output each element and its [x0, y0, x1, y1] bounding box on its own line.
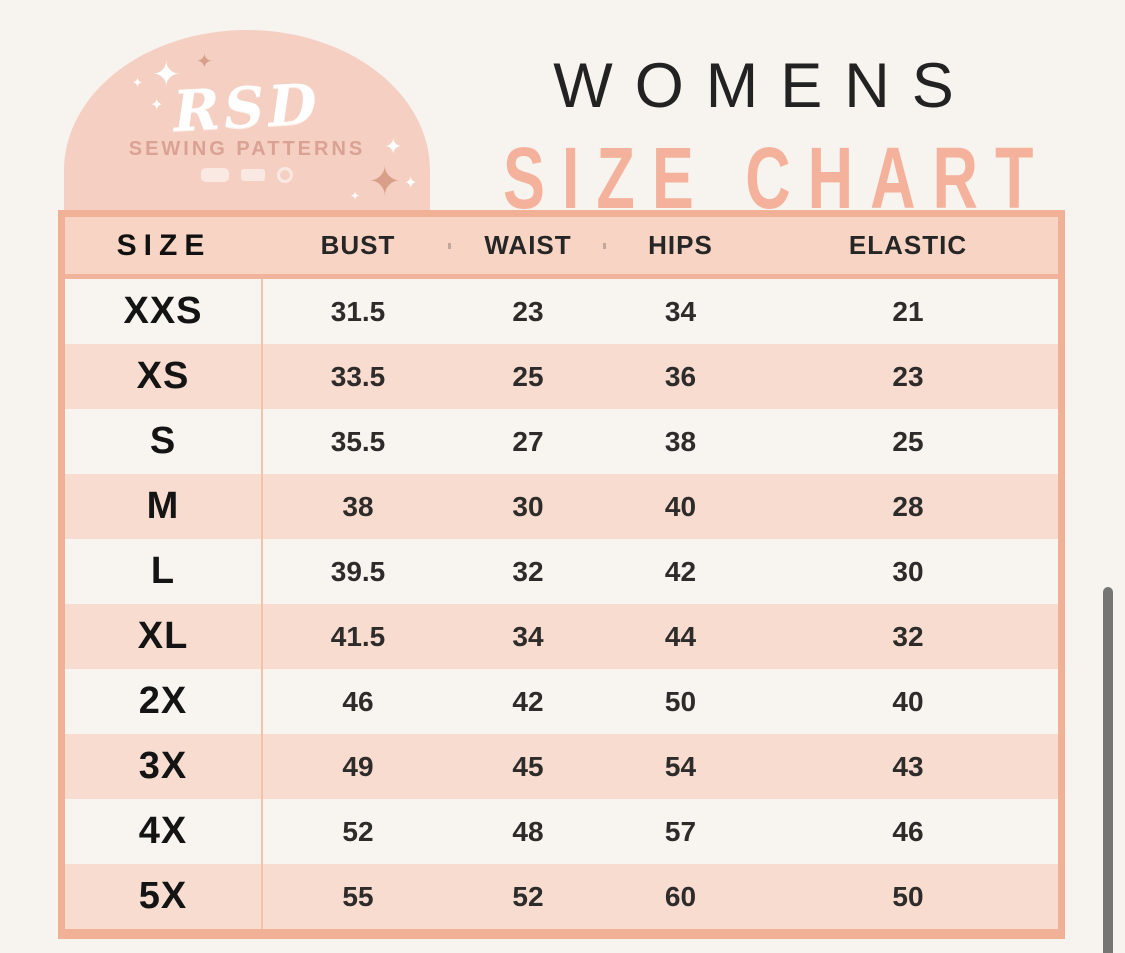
table-row: 4X 52 48 57 46 — [65, 799, 1058, 864]
bust-value: 52 — [342, 815, 374, 847]
sparkle-icon: ✦ — [404, 175, 418, 192]
waist-value: 45 — [512, 750, 544, 782]
table-row: XL 41.5 34 44 32 — [65, 604, 1058, 669]
page-title: WOMENS SIZE CHART — [445, 50, 1070, 227]
table-row: S 35.5 27 38 25 — [65, 409, 1058, 474]
bust-value: 33.5 — [330, 360, 386, 392]
table-row: XS 33.5 25 36 23 — [65, 344, 1058, 409]
waist-value: 42 — [512, 685, 544, 717]
waist-value: 48 — [512, 815, 544, 847]
sparkle-icon: ✦ — [132, 75, 143, 90]
hips-value: 44 — [664, 620, 697, 652]
hips-value: 60 — [664, 880, 697, 912]
label-stamp-icon — [241, 169, 265, 181]
brand-logo-text: RSD — [171, 71, 323, 145]
bust-value: 41.5 — [330, 620, 386, 652]
column-header-waist: WAIST — [484, 230, 572, 260]
size-label: XL — [65, 604, 263, 669]
column-header-elastic: ELASTIC — [848, 230, 968, 260]
hips-value: 36 — [664, 360, 697, 392]
column-header-size: SIZE — [116, 228, 212, 262]
size-label: XXS — [65, 279, 263, 344]
size-label: L — [65, 539, 263, 604]
elastic-value: 50 — [892, 880, 924, 912]
table-row: M 38 30 40 28 — [65, 474, 1058, 539]
elastic-value: 23 — [892, 360, 924, 392]
elastic-value: 21 — [892, 295, 924, 327]
hips-value: 50 — [664, 685, 697, 717]
waist-value: 32 — [512, 555, 544, 587]
sparkle-icon: ✦ — [384, 134, 403, 159]
size-label: M — [65, 474, 263, 539]
elastic-value: 25 — [892, 425, 924, 457]
header-divider-tick — [603, 243, 606, 249]
waist-value: 30 — [512, 490, 544, 522]
table-row: 5X 55 52 60 50 — [65, 864, 1058, 929]
elastic-value: 43 — [892, 750, 924, 782]
elastic-value: 32 — [892, 620, 924, 652]
bust-value: 49 — [342, 750, 374, 782]
vertical-scrollbar-thumb[interactable] — [1103, 587, 1113, 953]
hips-value: 34 — [664, 295, 697, 327]
elastic-value: 40 — [892, 685, 924, 717]
waist-value: 34 — [512, 620, 544, 652]
button-stamp-icon — [277, 167, 293, 183]
table-row: 2X 46 42 50 40 — [65, 669, 1058, 734]
table-row: L 39.5 32 42 30 — [65, 539, 1058, 604]
size-chart-table: SIZE BUST WAIST HIPS ELASTIC XXS 31.5 23… — [58, 210, 1065, 939]
size-label: 5X — [65, 864, 263, 929]
hips-value: 54 — [664, 750, 697, 782]
page-title-line1: WOMENS — [553, 51, 976, 121]
bust-value: 55 — [342, 880, 374, 912]
elastic-value: 46 — [892, 815, 924, 847]
sparkle-icon: ✦ — [150, 97, 164, 114]
bust-value: 38 — [342, 490, 374, 522]
elastic-value: 28 — [892, 490, 924, 522]
column-header-bust: BUST — [320, 230, 396, 260]
table-row: XXS 31.5 23 34 21 — [65, 279, 1058, 344]
hips-value: 57 — [664, 815, 697, 847]
bust-value: 46 — [342, 685, 374, 717]
size-label: 3X — [65, 734, 263, 799]
table-row: 3X 49 45 54 43 — [65, 734, 1058, 799]
header-divider-tick — [448, 243, 451, 249]
thread-stamp-icon — [201, 168, 229, 182]
elastic-value: 30 — [892, 555, 924, 587]
column-header-hips: HIPS — [648, 230, 713, 260]
waist-value: 27 — [512, 425, 544, 457]
hips-value: 42 — [664, 555, 697, 587]
waist-value: 25 — [512, 360, 544, 392]
sparkle-icon: ✦ — [196, 51, 213, 73]
brand-logo-stamps — [64, 167, 430, 183]
bust-value: 39.5 — [330, 555, 386, 587]
sparkle-icon: ✦ — [368, 160, 402, 204]
bust-value: 31.5 — [330, 295, 386, 327]
size-label: 2X — [65, 669, 263, 734]
bust-value: 35.5 — [330, 425, 386, 457]
sparkle-icon: ✦ — [350, 189, 361, 203]
waist-value: 52 — [512, 880, 544, 912]
waist-value: 23 — [512, 295, 544, 327]
hips-value: 38 — [664, 425, 697, 457]
size-label: 4X — [65, 799, 263, 864]
table-header-row: SIZE BUST WAIST HIPS ELASTIC — [65, 217, 1058, 279]
sparkle-icon: ✦ — [152, 56, 181, 94]
size-label: S — [65, 409, 263, 474]
hips-value: 40 — [664, 490, 697, 522]
brand-badge: ✦ ✦ ✦ ✦ ✦ ✦ ✦ ✦ RSD SEWING PATTERNS — [64, 30, 430, 214]
brand-subtitle: SEWING PATTERNS — [128, 138, 366, 160]
size-label: XS — [65, 344, 263, 409]
